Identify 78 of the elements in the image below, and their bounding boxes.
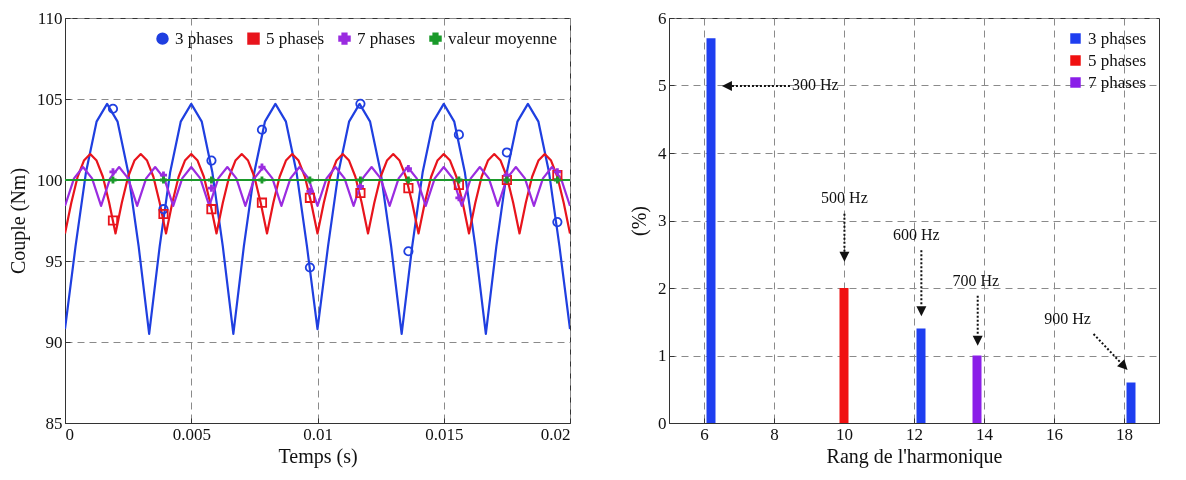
point — [304, 262, 316, 273]
line-series — [65, 102, 570, 335]
point — [355, 187, 366, 199]
point — [552, 217, 563, 228]
y-tick-label: 3 — [658, 211, 667, 230]
y-tick-label: 5 — [658, 76, 667, 95]
point — [158, 208, 169, 220]
x-tick-label: 0.015 — [425, 424, 464, 444]
point — [206, 155, 217, 166]
point — [256, 124, 268, 135]
x-tick-label: 14 — [976, 424, 994, 444]
legend-label: valeur moyenne — [448, 28, 558, 48]
y-tick-label: 105 — [37, 89, 63, 109]
x-tick-label: 0.02 — [540, 424, 571, 444]
x-axis-title: Temps (s) — [278, 444, 358, 468]
point — [107, 215, 119, 226]
y-axis-title: (%) — [628, 206, 651, 236]
point — [553, 176, 561, 184]
y-tick-label: 90 — [45, 332, 63, 352]
y-tick-label: 95 — [45, 251, 63, 271]
point — [455, 194, 463, 202]
y-tick-label: 100 — [37, 170, 63, 190]
point — [207, 176, 215, 184]
x-tick-label: 16 — [1046, 424, 1063, 444]
point — [304, 192, 316, 203]
annotation: 300 Hz — [791, 75, 839, 93]
bar — [916, 328, 926, 423]
point — [356, 176, 364, 184]
legend-label: 7 phases — [357, 28, 416, 48]
point — [453, 129, 464, 140]
point — [306, 187, 314, 195]
legend-label: 5 phases — [266, 28, 325, 48]
x-tick-label: 18 — [1116, 424, 1133, 444]
y-tick-label: 110 — [37, 8, 63, 28]
point — [404, 176, 412, 184]
x-tick-label: 12 — [906, 424, 923, 444]
bar — [972, 355, 982, 423]
y-axis-title: Couple (Nm) — [7, 167, 30, 275]
annotation: 900 Hz — [1044, 309, 1091, 327]
point — [206, 204, 217, 215]
x-tick-label: 0.01 — [303, 424, 333, 444]
y-tick-label: 2 — [658, 278, 667, 298]
legend-label: 5 phases — [1088, 50, 1147, 70]
point — [159, 176, 168, 184]
point — [158, 204, 169, 215]
point — [553, 168, 561, 176]
point — [453, 179, 464, 190]
x-tick-label: 6 — [700, 424, 709, 444]
x-axis-title: Rang de l'harmonique — [826, 444, 1003, 468]
y-tick-label: 1 — [658, 346, 667, 365]
bar — [1126, 382, 1136, 423]
bar — [706, 38, 716, 423]
point — [501, 147, 512, 158]
point — [403, 246, 414, 257]
annotation: 600 Hz — [893, 225, 940, 243]
point — [107, 103, 119, 114]
point — [404, 165, 412, 173]
line-series — [65, 152, 570, 235]
point — [256, 197, 268, 208]
point — [356, 182, 364, 191]
y-tick-label: 6 — [658, 8, 667, 28]
y-tick-label: 85 — [45, 413, 63, 433]
legend-label: 7 phases — [1088, 72, 1147, 92]
x-tick-label: 10 — [836, 424, 853, 444]
x-tick-label: 0.005 — [172, 424, 211, 444]
point — [455, 176, 463, 184]
x-tick-label: 8 — [770, 424, 779, 444]
point — [355, 98, 366, 109]
point — [403, 183, 414, 194]
point — [207, 184, 215, 192]
point — [552, 170, 563, 181]
annotation: 700 Hz — [952, 271, 1000, 289]
bar — [839, 288, 849, 423]
annotation: 500 Hz — [821, 189, 868, 207]
legend-label: 3 phases — [1088, 28, 1147, 48]
legend-label: 3 phases — [175, 28, 234, 48]
point — [109, 168, 117, 176]
y-tick-label: 4 — [658, 143, 667, 163]
